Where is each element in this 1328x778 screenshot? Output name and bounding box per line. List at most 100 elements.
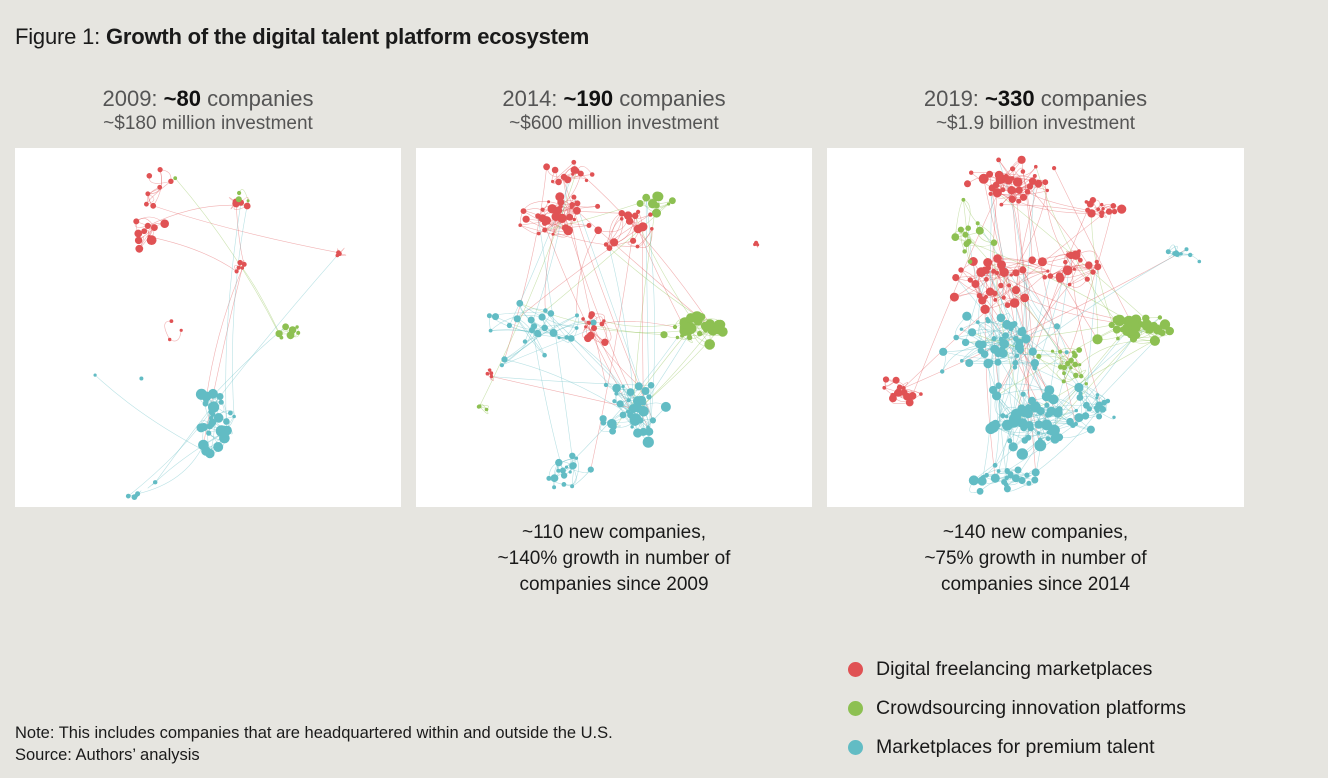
network-edge [545, 310, 640, 406]
company-node [134, 229, 143, 238]
network-2014 [416, 148, 812, 507]
company-node [1052, 166, 1057, 171]
network-edge [990, 193, 1048, 406]
company-node [1024, 472, 1030, 478]
network-edge [977, 321, 993, 363]
network-edge [993, 271, 1082, 377]
company-node [1012, 365, 1018, 370]
company-node [958, 267, 964, 273]
company-node [1028, 177, 1037, 185]
network-edge [969, 346, 1020, 364]
company-node [669, 197, 676, 205]
company-node [144, 222, 151, 229]
company-node [571, 159, 577, 165]
company-node [488, 368, 492, 372]
company-node [634, 382, 643, 391]
company-node [574, 200, 581, 207]
company-node [890, 392, 896, 398]
company-node [1018, 476, 1026, 485]
network-edge [1057, 338, 1119, 413]
company-node [602, 319, 606, 323]
network-edge [526, 218, 589, 226]
company-node [506, 322, 512, 329]
company-node [647, 382, 655, 389]
company-node [535, 213, 541, 219]
company-node [196, 423, 206, 433]
network-edge [593, 328, 624, 387]
company-node [234, 269, 239, 274]
network-edge [568, 196, 575, 220]
company-node [953, 334, 959, 341]
company-node [594, 226, 602, 235]
company-node [173, 176, 178, 181]
network-edge [972, 332, 1061, 353]
legend-label: Marketplaces for premium talent [876, 736, 1155, 758]
panel-2009-header: 2009: ~80 companies ~$180 million invest… [15, 86, 401, 136]
company-node [635, 244, 640, 249]
figure-title: Figure 1: Growth of the digital talent p… [15, 24, 589, 50]
network-edge [525, 218, 638, 247]
company-node [882, 385, 887, 390]
company-node [584, 325, 588, 329]
network-edge [519, 201, 549, 226]
network-edge [978, 279, 987, 345]
company-node [1036, 353, 1042, 359]
company-node [547, 204, 557, 214]
panel-count-suffix: companies [1040, 86, 1148, 111]
company-node [527, 316, 535, 324]
company-node [555, 192, 565, 202]
network-edge [1015, 331, 1128, 479]
company-node [1050, 349, 1055, 353]
company-node [168, 337, 172, 342]
company-node [997, 260, 1006, 270]
company-node [213, 413, 224, 423]
company-node [999, 202, 1004, 207]
network-edge [571, 458, 579, 487]
company-node [631, 212, 639, 220]
network-edge [645, 197, 656, 443]
company-node [1076, 347, 1083, 353]
company-node [551, 179, 555, 184]
company-node [633, 224, 643, 234]
company-node [1032, 365, 1038, 371]
company-node [589, 172, 595, 177]
network-edge [1045, 182, 1075, 270]
network-edge [892, 205, 1114, 399]
network-edge [563, 465, 577, 486]
network-edge [995, 270, 1048, 301]
company-node [577, 170, 584, 177]
company-node [499, 363, 504, 368]
network-edge [232, 200, 249, 417]
company-node [633, 396, 644, 407]
company-node [642, 193, 651, 202]
company-node [1025, 434, 1032, 441]
network-edge [988, 262, 1048, 272]
panel-investment: ~$1.9 billion investment [935, 113, 1136, 134]
company-node [236, 265, 241, 270]
company-node [1055, 272, 1064, 280]
company-node [1126, 329, 1133, 336]
company-node [986, 170, 994, 178]
company-node [963, 240, 970, 248]
company-node [968, 257, 978, 266]
company-node [1157, 315, 1163, 320]
company-node [1008, 321, 1016, 329]
network-edge [982, 363, 992, 478]
company-node [1117, 204, 1127, 214]
growth-2019: ~140 new companies, ~75% growth in numbe… [827, 520, 1244, 598]
company-node [977, 476, 987, 486]
network-nodes [882, 155, 1202, 495]
company-node [638, 406, 649, 417]
company-node [1002, 319, 1012, 330]
network-edge [576, 230, 599, 316]
network-edge [519, 303, 664, 335]
company-node [1086, 200, 1094, 208]
company-node [1085, 261, 1093, 269]
company-node [540, 207, 545, 212]
legend-swatch [848, 740, 863, 755]
company-node [681, 324, 687, 329]
network-edge [601, 321, 676, 328]
network-edge [1038, 423, 1091, 434]
company-node [964, 180, 971, 188]
company-node [569, 452, 576, 459]
